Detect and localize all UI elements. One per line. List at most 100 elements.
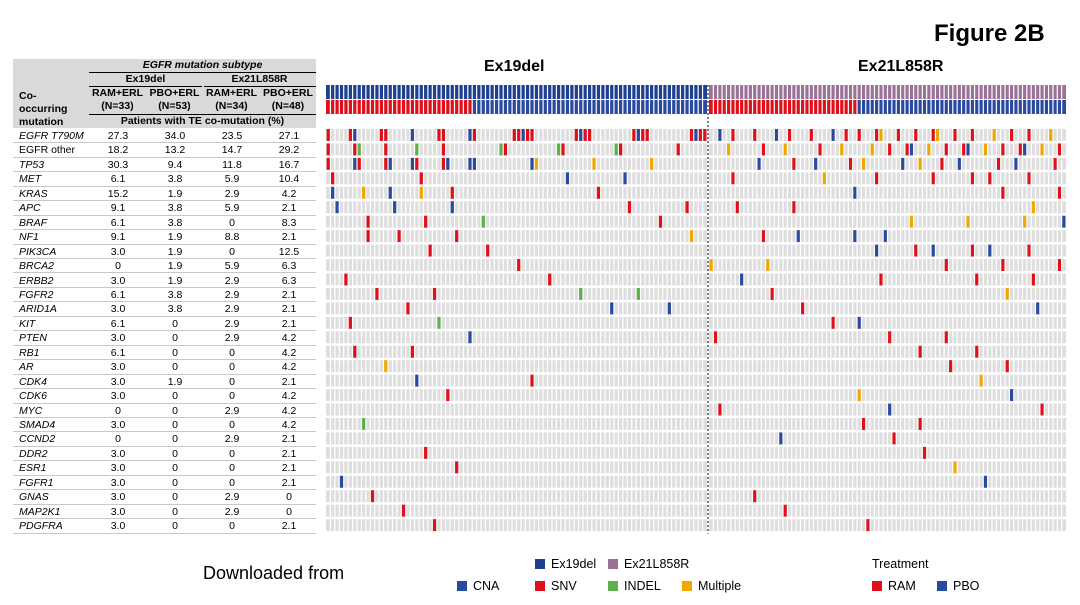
alteration-tile xyxy=(1040,143,1044,156)
cell-value: 4.2 xyxy=(281,404,297,417)
column-separator xyxy=(449,85,451,534)
gene-label: KIT xyxy=(19,317,36,330)
legend-swatch xyxy=(608,581,618,591)
cell-value: 2.1 xyxy=(281,476,297,489)
alteration-tile xyxy=(857,129,861,141)
alteration-tile xyxy=(406,302,410,315)
column-separator xyxy=(546,85,549,534)
gene-label: BRCA2 xyxy=(19,260,55,273)
alteration-tile xyxy=(326,143,330,156)
alteration-tile xyxy=(362,418,366,430)
cell-value: 1.9 xyxy=(167,274,183,287)
alteration-tile xyxy=(335,201,339,214)
table-row: TP53 30.3 9.4 11.8 16.7 xyxy=(13,158,316,173)
alteration-tile xyxy=(667,302,671,315)
gene-label: CDK4 xyxy=(19,375,48,388)
table-row: EGFR T790M 27.3 34.0 23.5 27.1 xyxy=(13,129,316,144)
column-separator xyxy=(489,85,491,534)
column-separator xyxy=(502,85,504,534)
alteration-tile xyxy=(818,143,822,156)
alteration-tile xyxy=(1023,143,1027,156)
column-separator xyxy=(365,85,367,534)
cell-value: 5.9 xyxy=(224,173,240,186)
column-separator xyxy=(1008,85,1011,534)
alteration-tile xyxy=(1031,201,1035,214)
legend-label: RAM xyxy=(888,579,916,593)
cell-value: 6.1 xyxy=(110,288,126,301)
column-separator xyxy=(670,85,673,534)
col-n-3: (N=34) xyxy=(215,100,248,112)
column-separator xyxy=(608,85,611,534)
alteration-tile xyxy=(441,157,446,170)
alteration-tile xyxy=(1057,143,1062,156)
alteration-tile xyxy=(709,259,713,271)
row-header-line2: occurring xyxy=(19,103,68,115)
column-separator xyxy=(666,85,668,534)
alteration-tile xyxy=(927,143,931,156)
cell-value: 2.9 xyxy=(224,303,240,316)
alteration-tile xyxy=(875,244,879,257)
column-separator xyxy=(418,85,420,534)
column-separator xyxy=(1030,85,1032,534)
alteration-tile xyxy=(357,143,361,156)
cell-value: 4.2 xyxy=(281,361,297,374)
column-separator xyxy=(453,85,456,534)
alteration-tile xyxy=(468,331,472,344)
column-separator xyxy=(738,85,741,534)
alteration-tile xyxy=(753,129,757,141)
col-arm-4: PBO+ERL xyxy=(263,87,313,99)
cell-value: 2.1 xyxy=(281,303,297,316)
alteration-tile xyxy=(353,143,357,156)
alteration-tile xyxy=(766,259,770,271)
alteration-tile xyxy=(632,129,636,141)
gene-label: MYC xyxy=(19,404,43,417)
cell-value: 3.0 xyxy=(110,361,126,374)
table-row: MYC 0 0 2.9 4.2 xyxy=(13,404,316,418)
column-separator xyxy=(917,85,919,534)
legend-item-cna: CNA xyxy=(457,579,499,593)
table-row: MET 6.1 3.8 5.9 10.4 xyxy=(13,172,316,187)
column-separator xyxy=(913,85,915,534)
alteration-tile xyxy=(918,345,922,358)
column-separator xyxy=(734,85,736,534)
column-separator xyxy=(821,85,823,534)
alteration-tile xyxy=(731,129,735,141)
column-separator xyxy=(1021,85,1024,534)
column-separator xyxy=(471,85,473,534)
cell-value: 16.7 xyxy=(278,158,300,171)
alteration-tile xyxy=(814,157,818,170)
column-separator xyxy=(560,85,562,534)
alteration-tile xyxy=(935,129,940,141)
alteration-tile xyxy=(931,129,935,141)
cell-value: 3.8 xyxy=(167,173,183,186)
cell-value: 2.9 xyxy=(224,332,240,345)
alteration-tile xyxy=(761,143,765,156)
column-separator xyxy=(1043,85,1045,534)
panel-title-ex19del: Ex19del xyxy=(484,58,545,75)
cell-value: 12.5 xyxy=(278,245,300,258)
table-row: NF1 9.1 1.9 8.8 2.1 xyxy=(13,230,316,245)
cell-value: 15.2 xyxy=(107,187,129,200)
alteration-tile xyxy=(861,157,866,170)
gene-label: FGFR1 xyxy=(19,476,54,489)
table-row: ARID1A 3.0 3.8 2.9 2.1 xyxy=(13,302,316,317)
alteration-tile xyxy=(822,172,826,185)
column-separator xyxy=(899,85,902,534)
alteration-tile xyxy=(587,129,592,141)
alteration-tile xyxy=(870,143,874,156)
alteration-tile xyxy=(437,316,441,329)
column-separator xyxy=(947,85,950,534)
alteration-tile xyxy=(410,157,415,170)
column-separator xyxy=(582,85,584,534)
cell-value: 6.1 xyxy=(110,216,126,229)
alteration-tile xyxy=(983,475,988,488)
alteration-tile xyxy=(1014,157,1018,170)
alteration-tile xyxy=(698,129,702,141)
cell-value: 0 xyxy=(172,332,178,345)
cell-value: 8.8 xyxy=(224,231,240,244)
legend-item-snv: SNV xyxy=(535,579,577,593)
gene-label: APC xyxy=(19,202,41,215)
alteration-tile xyxy=(517,259,521,271)
cell-value: 6.3 xyxy=(281,274,297,287)
cell-value: 0 xyxy=(229,375,235,388)
